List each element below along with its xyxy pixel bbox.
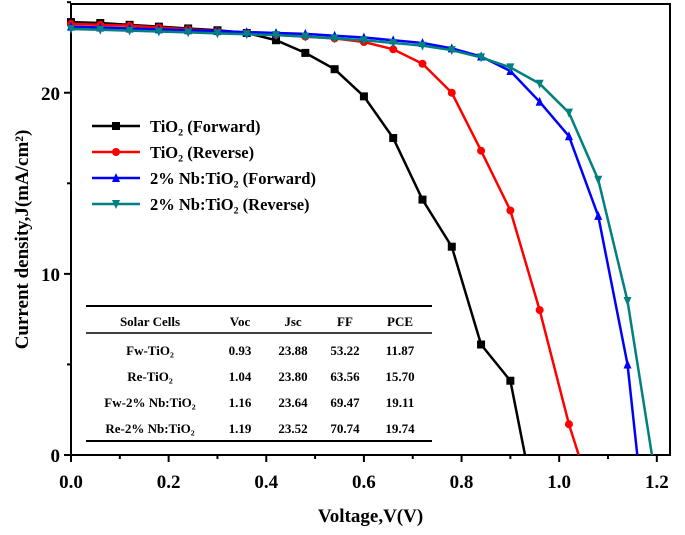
data-point	[564, 420, 573, 429]
table-header: Jsc	[284, 314, 302, 329]
data-point	[359, 36, 368, 46]
x-tick-label: 0.8	[450, 472, 474, 493]
table-cell: Re-2% Nb:TiO₂	[105, 421, 194, 436]
data-point	[242, 30, 251, 40]
table-cell: 23.52	[278, 421, 307, 436]
table-cell: 63.56	[330, 369, 360, 384]
data-point	[506, 63, 515, 73]
x-tick-label: 0.4	[254, 472, 278, 493]
data-point	[184, 28, 193, 38]
x-tick-label: 1.2	[645, 472, 669, 493]
data-point	[213, 29, 222, 39]
table-cell: 23.88	[278, 343, 308, 358]
table-cell: 1.19	[229, 421, 252, 436]
data-point	[623, 297, 632, 307]
table-header: Voc	[230, 314, 251, 329]
table-cell: 23.80	[278, 369, 307, 384]
table-cell: 69.47	[330, 395, 360, 410]
y-tick-label: 20	[41, 84, 60, 105]
data-point	[477, 146, 486, 155]
data-point	[506, 206, 515, 215]
x-axis-label: Voltage,V(V)	[318, 506, 423, 527]
legend-marker	[112, 122, 120, 130]
x-tick-label: 0.0	[59, 472, 83, 493]
table-cell: 15.70	[385, 369, 414, 384]
data-point	[389, 45, 398, 54]
table-header: Solar Cells	[120, 314, 180, 329]
table-cell: Fw-TiO₂	[126, 343, 174, 358]
table-cell: 11.87	[386, 343, 415, 358]
table-cell: 1.16	[229, 395, 252, 410]
data-point	[418, 195, 427, 204]
data-point	[301, 32, 310, 42]
data-point	[506, 376, 515, 385]
legend-label: TiO₂ (Forward)	[150, 117, 261, 136]
data-point	[359, 92, 368, 101]
table-header: FF	[337, 314, 353, 329]
x-tick-label: 0.2	[157, 472, 181, 493]
legend-label: 2% Nb:TiO₂ (Forward)	[150, 169, 316, 188]
data-point	[67, 24, 75, 34]
data-point	[594, 175, 603, 185]
y-tick-label: 10	[41, 265, 60, 286]
x-tick-label: 0.6	[352, 472, 376, 493]
table-cell: 19.74	[385, 421, 415, 436]
data-point	[330, 65, 339, 74]
table-cell: 19.11	[386, 395, 415, 410]
legend-label: 2% Nb:TiO₂ (Reverse)	[150, 195, 310, 214]
data-point	[623, 359, 632, 369]
table-header: PCE	[387, 314, 413, 329]
y-tick-label: 0	[51, 446, 61, 467]
data-point	[477, 53, 486, 63]
table-cell: 1.04	[229, 369, 252, 384]
data-point	[389, 38, 398, 48]
legend-marker	[112, 173, 120, 182]
data-point	[447, 46, 456, 56]
x-tick-label: 1.0	[547, 472, 571, 493]
y-axis-label: Current density,J(mA/cm²)	[12, 130, 33, 350]
legend-label: TiO₂ (Reverse)	[150, 143, 254, 162]
data-point	[447, 242, 456, 251]
legend-marker	[112, 148, 120, 156]
data-point	[594, 210, 603, 220]
table-cell: 23.64	[278, 395, 308, 410]
data-point	[535, 96, 544, 106]
data-point	[564, 108, 573, 118]
data-point	[418, 59, 427, 68]
table-cell: Re-TiO₂	[127, 369, 173, 384]
table-cell: 70.74	[330, 421, 360, 436]
data-point	[272, 36, 281, 45]
data-point	[535, 306, 544, 315]
data-point	[447, 88, 456, 97]
data-point	[330, 34, 339, 44]
data-point	[96, 25, 105, 35]
table-cell: Fw-2% Nb:TiO₂	[104, 395, 196, 410]
data-point	[564, 131, 573, 141]
table-cell: 53.22	[330, 343, 359, 358]
data-point	[301, 48, 310, 57]
data-point	[154, 27, 163, 37]
data-point	[535, 79, 544, 89]
data-point	[477, 340, 486, 349]
data-point	[389, 134, 398, 143]
table-cell: 0.93	[229, 343, 252, 358]
plot-frame	[70, 3, 671, 456]
data-point	[418, 41, 427, 51]
data-point	[125, 26, 134, 36]
legend-marker	[112, 200, 120, 209]
data-point	[272, 31, 281, 41]
